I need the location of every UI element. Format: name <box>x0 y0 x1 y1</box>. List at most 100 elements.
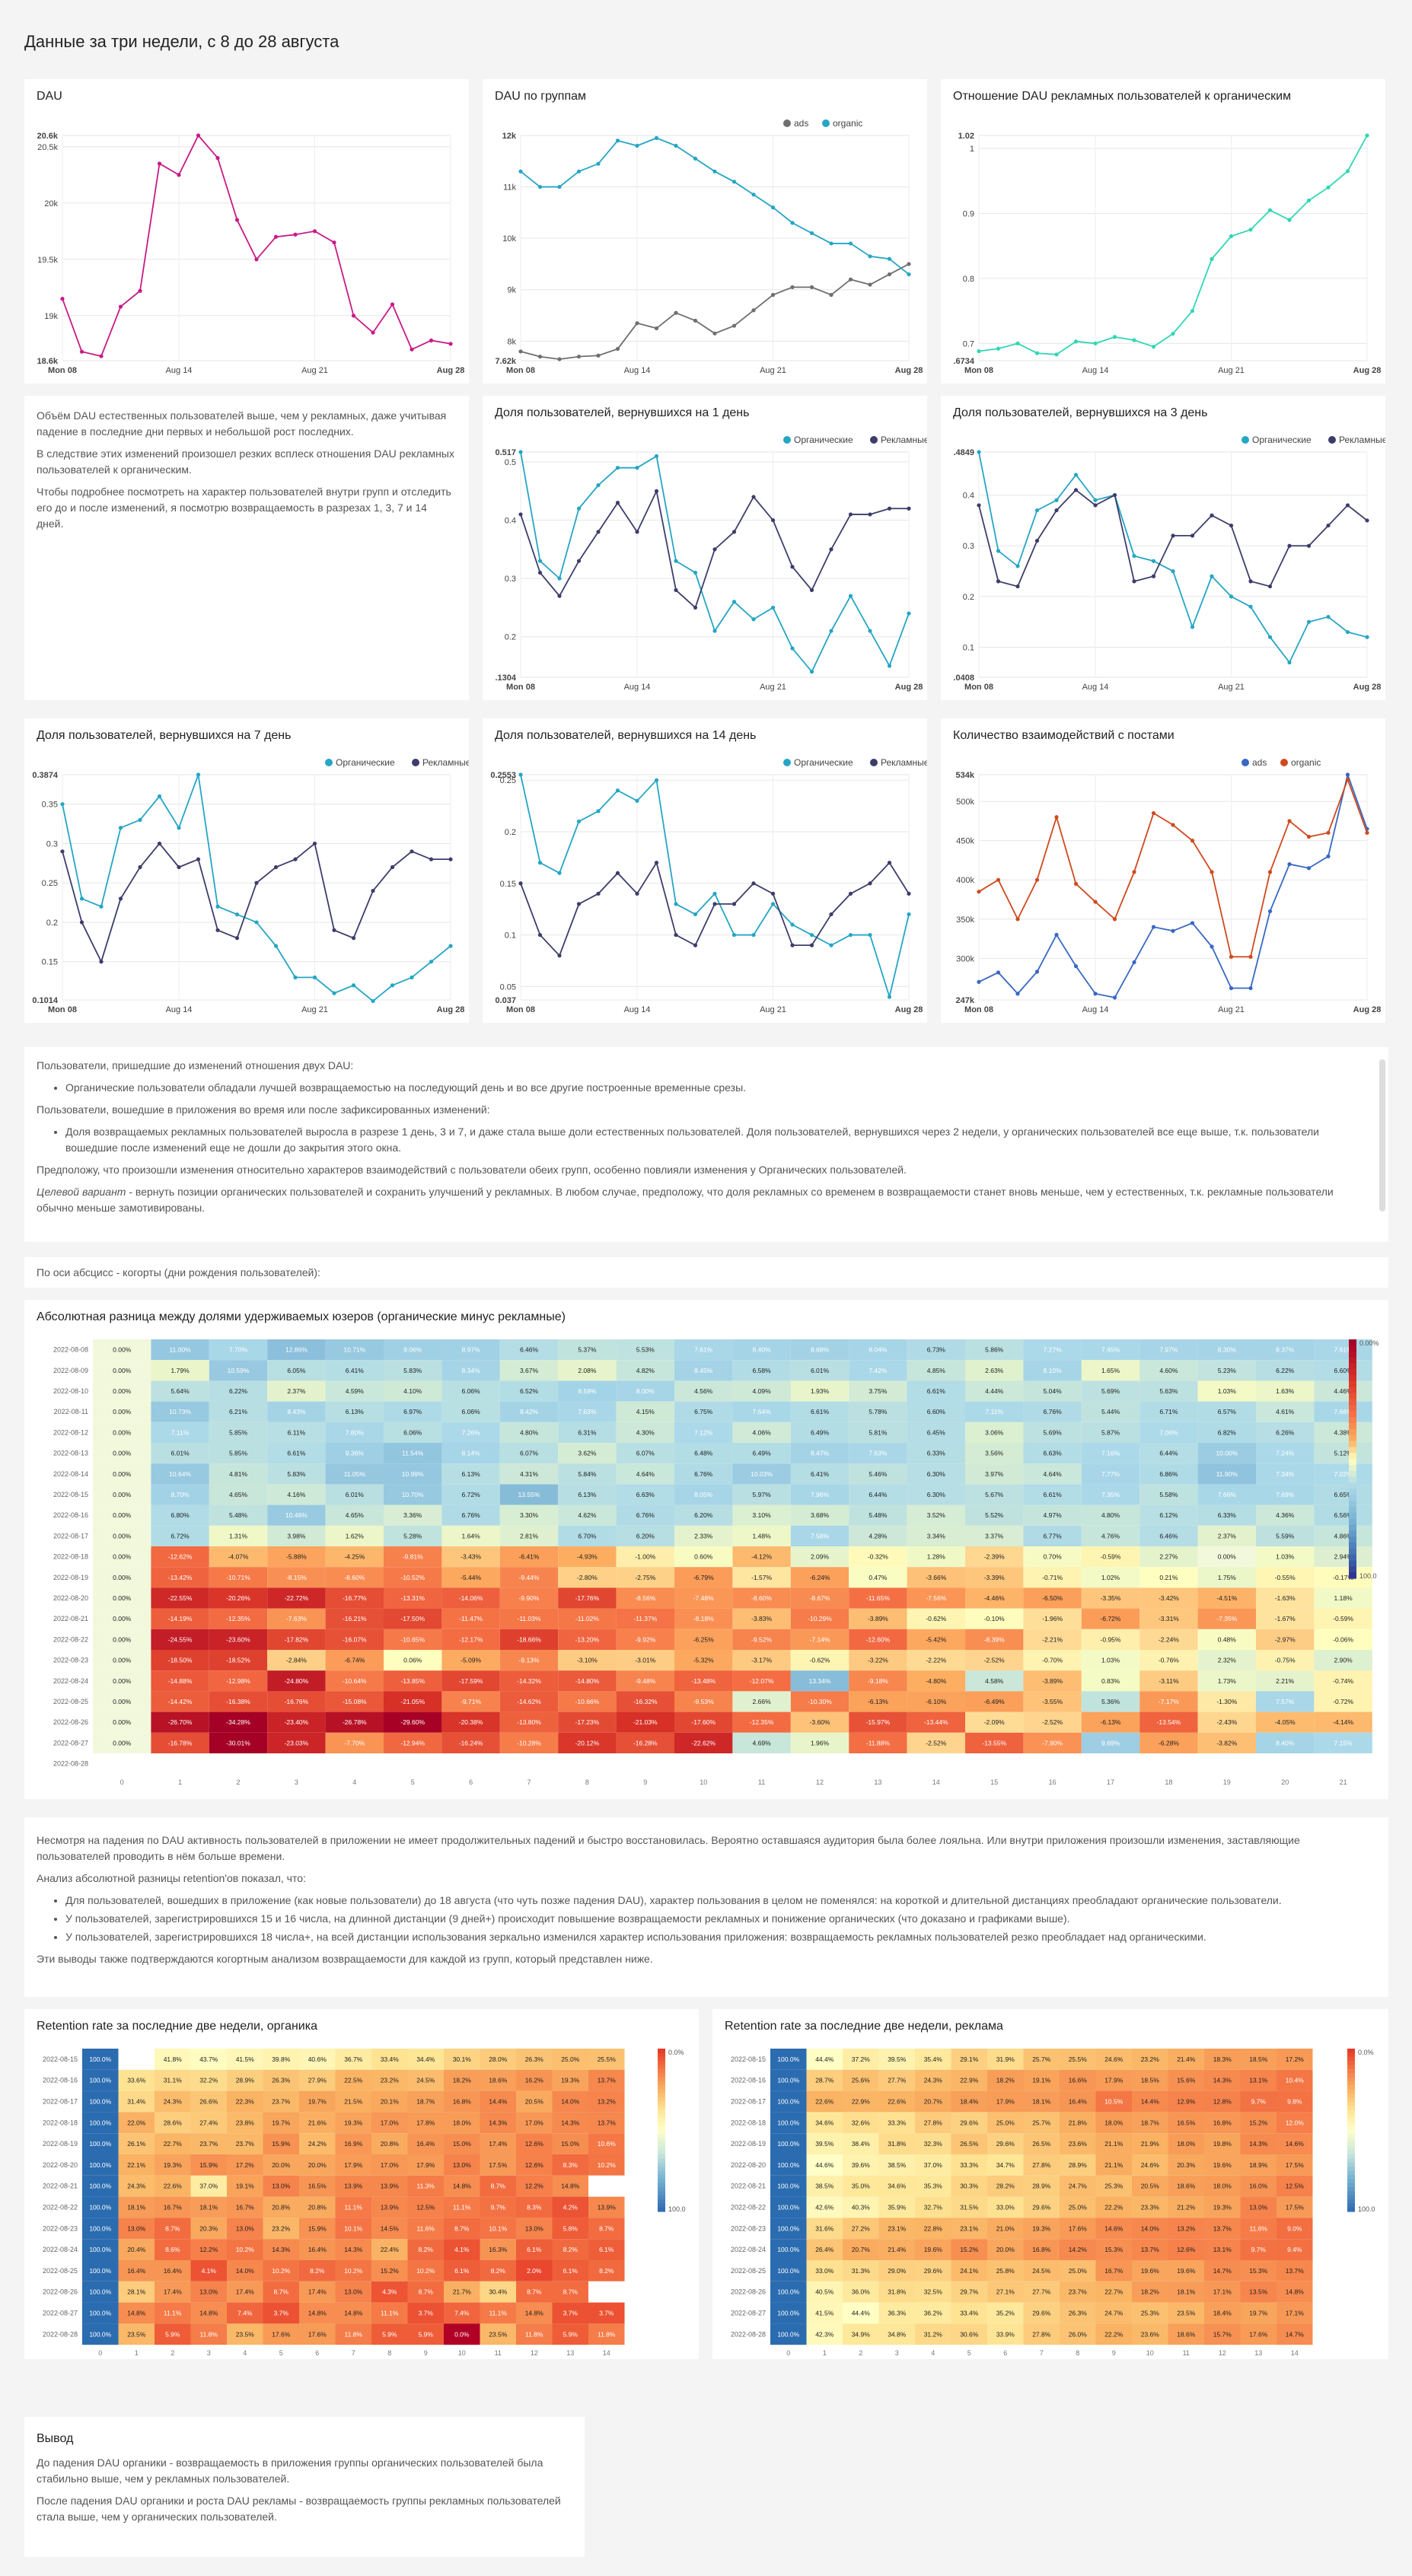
cell-label: 12.5% <box>1286 2183 1305 2190</box>
heatmap-cell <box>965 1567 1024 1588</box>
cell-label: 8.14% <box>462 1450 481 1457</box>
heatmap-cell <box>1081 1422 1140 1443</box>
y-tick-label: 1.02 <box>958 132 974 141</box>
heatmap-cell <box>384 1546 442 1568</box>
cell-label: 3.75% <box>869 1387 888 1395</box>
data-point <box>1345 503 1350 508</box>
cell-label: 4.09% <box>753 1387 772 1395</box>
cell-label: -7.48% <box>693 1594 714 1602</box>
cell-label: 35.4% <box>924 2055 943 2063</box>
cell-label: 8.7% <box>274 2288 289 2296</box>
data-point <box>829 912 833 917</box>
heatmap-cell <box>209 1360 268 1381</box>
cell-label: 3.98% <box>287 1532 306 1540</box>
cell-label: -11.03% <box>517 1615 540 1622</box>
heatmap-cell <box>1060 2112 1096 2134</box>
cell-label: 0.00% <box>113 1428 132 1436</box>
heatmap-cell <box>227 2218 263 2240</box>
cell-label: -16.77% <box>343 1594 367 1602</box>
legend-swatch <box>1347 2052 1355 2058</box>
data-point <box>1365 830 1369 835</box>
heatmap-cell <box>987 2196 1024 2218</box>
cell-label: 17.9% <box>344 2161 363 2169</box>
legend-swatch <box>1347 2183 1355 2188</box>
cell-label: -4.51% <box>1216 1594 1237 1602</box>
heatmap-cell <box>1314 1380 1372 1402</box>
heatmap-cell <box>1023 2133 1060 2154</box>
x-tick-label: Aug 14 <box>624 366 651 375</box>
heatmap-cell <box>1060 2281 1096 2303</box>
heatmap-cell <box>1139 1587 1198 1609</box>
heatmap-cell <box>849 1525 907 1546</box>
legend-label: 0.0% <box>1358 2049 1374 2056</box>
cell-label: -0.62% <box>926 1615 946 1622</box>
heatmap-cell <box>335 2302 371 2324</box>
cell-label: 16.4% <box>308 2246 327 2253</box>
heatmap-cell <box>965 1732 1024 1753</box>
cell-label: 23.6% <box>1069 2140 1088 2148</box>
heatmap-cell <box>987 2090 1024 2113</box>
cell-label: 2.63% <box>985 1367 1004 1374</box>
cell-label: 19.6% <box>924 2246 943 2253</box>
cell-label: -29.60% <box>400 1718 425 1726</box>
heatmap-cell <box>965 1587 1024 1609</box>
cell-label: 38.5% <box>888 2161 907 2169</box>
data-point <box>674 587 678 593</box>
data-point <box>118 896 123 901</box>
col-label: 11 <box>495 2349 502 2357</box>
cell-label: 17.6% <box>272 2330 291 2338</box>
data-point <box>1326 523 1331 528</box>
chart-card-r1: Доля пользователей, вернувшихся на 1 ден… <box>483 396 927 700</box>
heatmap-cell <box>441 1587 500 1609</box>
cell-label: 12.2% <box>199 2246 218 2253</box>
data-point <box>790 285 795 289</box>
heatmap-cell <box>907 1401 965 1422</box>
data-point <box>1306 619 1312 624</box>
heatmap-cell <box>843 2175 879 2197</box>
y-tick-label: 11k <box>503 183 516 193</box>
cell-label: 0.00% <box>113 1387 132 1395</box>
cell-label: 44.4% <box>852 2310 871 2317</box>
data-point <box>1267 584 1273 589</box>
cell-label: 40.5% <box>815 2288 834 2296</box>
cell-label: 6.72% <box>462 1491 481 1498</box>
data-point <box>635 321 639 326</box>
data-point <box>907 891 911 896</box>
cell-label: -5.88% <box>286 1553 307 1561</box>
data-point <box>635 143 639 148</box>
legend-swatch <box>658 2167 665 2172</box>
heatmap-cell <box>1139 1567 1198 1588</box>
heatmap-cell <box>878 2196 915 2218</box>
heatmap-cell <box>499 1608 559 1629</box>
heatmap-cell <box>444 2281 480 2303</box>
chart-title: DAU <box>37 90 62 103</box>
data-point <box>1151 559 1156 563</box>
y-tick-label: 0.35 <box>42 801 58 810</box>
data-point <box>693 912 698 917</box>
heatmap-cell <box>1197 1670 1256 1692</box>
heatmap-cell <box>299 2069 336 2091</box>
cell-label: -3.89% <box>1042 1677 1063 1685</box>
cell-label: 4.46% <box>1334 1387 1353 1395</box>
data-point <box>1229 234 1234 238</box>
heatmap-cell <box>82 2090 119 2113</box>
scrollbar[interactable] <box>1379 1059 1385 1212</box>
data-point <box>712 169 717 174</box>
y-tick-label: 0.8 <box>963 275 974 284</box>
cell-label: -17.23% <box>575 1718 600 1726</box>
cell-label: 15.9% <box>308 2224 327 2232</box>
x-tick-label: Aug 21 <box>301 1005 328 1014</box>
heatmap-cell <box>267 1567 326 1588</box>
data-point <box>177 173 181 177</box>
heatmap-cell <box>1132 2090 1168 2113</box>
heatmap-cell <box>1023 2239 1060 2260</box>
data-point <box>887 256 892 261</box>
legend-swatch <box>1349 1417 1356 1424</box>
cell-label: 11.8% <box>200 2330 218 2338</box>
heatmap-cell <box>951 2302 987 2324</box>
data-point <box>887 995 892 999</box>
heatmap-cell <box>790 1360 849 1381</box>
cell-label: -3.35% <box>1101 1594 1121 1602</box>
cell-label: 4.2% <box>563 2204 579 2211</box>
cell-label: 22.8% <box>924 2224 943 2232</box>
